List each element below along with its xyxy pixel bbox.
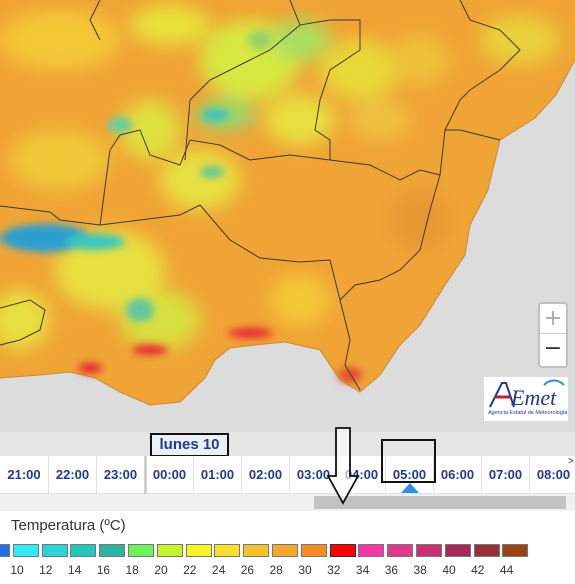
legend-tick-label: 16 xyxy=(96,563,111,577)
hour-slot[interactable]: 08:00 xyxy=(529,456,575,494)
scroll-right-icon[interactable]: > xyxy=(568,456,574,467)
legend-tick-label: 14 xyxy=(67,563,82,577)
timeline-day-band xyxy=(0,432,575,456)
legend-swatch xyxy=(387,544,414,557)
legend-swatch xyxy=(156,544,183,557)
hour-slot-selected[interactable]: 05:00 xyxy=(385,456,433,494)
legend-tick-label: 26 xyxy=(240,563,255,577)
aemet-logo-mark: Emet xyxy=(489,379,565,410)
legend-tick-label: 36 xyxy=(384,563,399,577)
legend-tick-label: 18 xyxy=(125,563,139,577)
legend-swatch xyxy=(358,544,385,557)
legend-tick-label: 24 xyxy=(211,563,226,577)
legend-swatch xyxy=(329,544,356,557)
aemet-logo[interactable]: Emet Agencia Estatal de Meteorología xyxy=(483,376,569,422)
hour-slot[interactable]: 06:00 xyxy=(433,456,481,494)
temperature-map[interactable]: + − Emet Agencia Estatal de Meteorología xyxy=(0,0,575,432)
legend-color-scale xyxy=(0,544,575,558)
legend-tick-label: 40 xyxy=(442,563,456,577)
legend-tick-label: 30 xyxy=(298,563,312,577)
legend-tick-label: 12 xyxy=(39,563,53,577)
legend-title: Temperatura (ºC) xyxy=(11,517,126,534)
legend-swatch xyxy=(243,544,270,557)
legend-tick-label: 38 xyxy=(413,563,427,577)
legend-swatch xyxy=(12,544,39,557)
hour-slot[interactable]: 23:00 xyxy=(96,456,144,494)
hour-slot[interactable]: 22:00 xyxy=(48,456,96,494)
legend-swatch xyxy=(185,544,212,557)
zoom-out-button[interactable]: − xyxy=(543,336,563,361)
legend-tick-label: 34 xyxy=(355,563,370,577)
legend-swatch xyxy=(0,544,10,557)
legend-swatch xyxy=(473,544,500,557)
legend-swatch xyxy=(416,544,442,557)
legend-tick-label: 42 xyxy=(471,563,485,577)
hour-slot[interactable]: 00:00 xyxy=(144,456,192,494)
hour-slot[interactable]: 02:00 xyxy=(241,456,289,494)
hour-slot[interactable]: 07:00 xyxy=(481,456,529,494)
selected-hour-highlight xyxy=(381,439,436,483)
legend-tick-label: 28 xyxy=(269,563,283,577)
legend-swatch xyxy=(128,544,154,557)
legend-swatch xyxy=(300,544,327,557)
down-arrow-annotation-icon xyxy=(326,427,360,505)
hours-row: 21:00 22:00 23:00 00:00 01:00 02:00 03:0… xyxy=(0,456,575,494)
zoom-control: + − xyxy=(538,302,568,368)
legend-swatch xyxy=(272,544,298,557)
legend-tick-label: 44 xyxy=(499,563,514,577)
legend-swatch xyxy=(41,544,68,557)
legend-swatch xyxy=(214,544,241,557)
legend-tick-label: 22 xyxy=(183,563,197,577)
legend-tick-label: 20 xyxy=(154,563,168,577)
aemet-tagline: Agencia Estatal de Meteorología xyxy=(488,410,568,416)
timeline-scrollbar-thumb[interactable] xyxy=(314,496,566,509)
legend-swatch xyxy=(502,544,529,557)
day-label: lunes 10 xyxy=(150,433,229,457)
map-canvas[interactable] xyxy=(0,0,575,432)
legend-swatch xyxy=(70,544,97,557)
zoom-in-button[interactable]: + xyxy=(540,304,566,334)
svg-text:Emet: Emet xyxy=(510,385,557,410)
legend-tick-label: 10 xyxy=(10,563,24,577)
legend-tick-label: 32 xyxy=(327,563,341,577)
hour-slot[interactable]: 01:00 xyxy=(193,456,241,494)
hour-slot[interactable]: 21:00 xyxy=(7,467,41,482)
hour-slot[interactable]: 03:00 xyxy=(289,456,337,494)
current-time-marker-icon xyxy=(401,483,419,493)
legend-swatch xyxy=(444,544,471,557)
legend-swatch xyxy=(99,544,126,557)
